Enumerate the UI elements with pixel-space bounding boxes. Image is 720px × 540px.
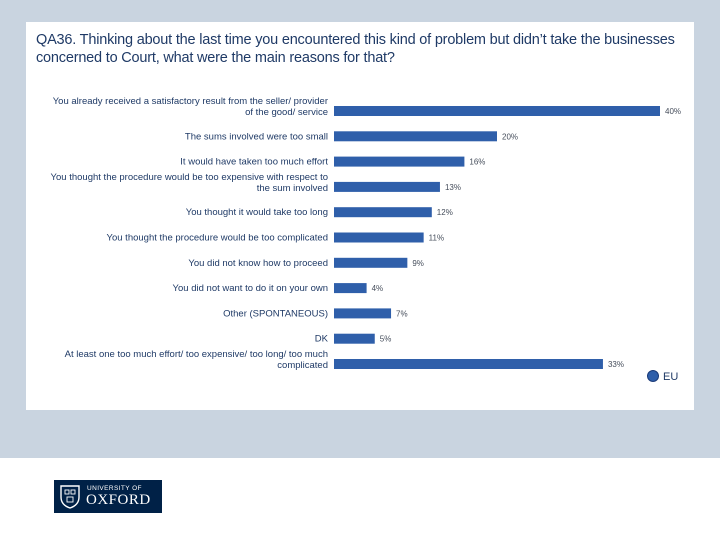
- legend: EU: [647, 370, 678, 383]
- bar-8: [334, 308, 392, 319]
- category-label-1: The sums involved were too small: [185, 131, 328, 142]
- category-label-10-line-0: At least one too much effort/ too expens…: [65, 349, 328, 360]
- legend-label: EU: [663, 371, 678, 383]
- category-label-0-line-0: You already received a satisfactory resu…: [53, 96, 328, 107]
- value-label-6: 9%: [412, 259, 424, 268]
- bar-7: [334, 283, 367, 294]
- category-label-4: You thought it would take too long: [186, 207, 328, 218]
- value-label-1: 20%: [502, 132, 518, 141]
- bar-6: [334, 257, 408, 268]
- category-label-3-line-0: You thought the procedure would be too e…: [51, 172, 328, 183]
- chart-panel: QA36. Thinking about the last time you e…: [26, 22, 694, 410]
- bar-chart: 40% You already received a satisfactory r…: [51, 96, 681, 383]
- bar-2: [334, 156, 465, 167]
- chart-title: QA36. Thinking about the last time you e…: [36, 32, 675, 66]
- value-label-4: 12%: [437, 208, 453, 217]
- logo-university-of: UNIVERSITY OF: [87, 485, 142, 492]
- oxford-crest-icon: [60, 485, 80, 509]
- category-label-9: DK: [315, 334, 329, 345]
- value-label-9: 5%: [380, 335, 392, 344]
- bar-10: [334, 359, 603, 369]
- logo-oxford: OXFORD: [86, 492, 151, 508]
- value-label-5: 11%: [429, 234, 444, 243]
- category-label-3-line-1: the sum involved: [257, 183, 328, 194]
- category-label-10-line-1: complicated: [277, 360, 328, 371]
- value-label-10: 33%: [608, 360, 624, 369]
- category-label-7: You did not want to do it on your own: [173, 283, 328, 294]
- value-label-3: 13%: [445, 183, 461, 192]
- value-label-2: 16%: [469, 158, 485, 167]
- value-label-0: 40%: [665, 107, 681, 116]
- legend-marker-icon: [647, 370, 659, 382]
- bar-3: [334, 181, 440, 192]
- category-label-0-line-1: of the good/ service: [245, 107, 328, 118]
- bar-4: [334, 207, 432, 218]
- category-label-6: You did not know how to proceed: [188, 258, 328, 269]
- bar-9: [334, 333, 375, 344]
- value-label-7: 4%: [372, 284, 384, 293]
- category-label-2: It would have taken too much effort: [180, 157, 328, 168]
- bar-0: [334, 106, 660, 116]
- bar-1: [334, 131, 497, 142]
- category-label-5: You thought the procedure would be too c…: [107, 233, 328, 244]
- bar-5: [334, 232, 424, 243]
- category-label-8: Other (SPONTANEOUS): [223, 308, 328, 319]
- oxford-logo: UNIVERSITY OF OXFORD: [54, 480, 162, 513]
- value-label-8: 7%: [396, 309, 408, 318]
